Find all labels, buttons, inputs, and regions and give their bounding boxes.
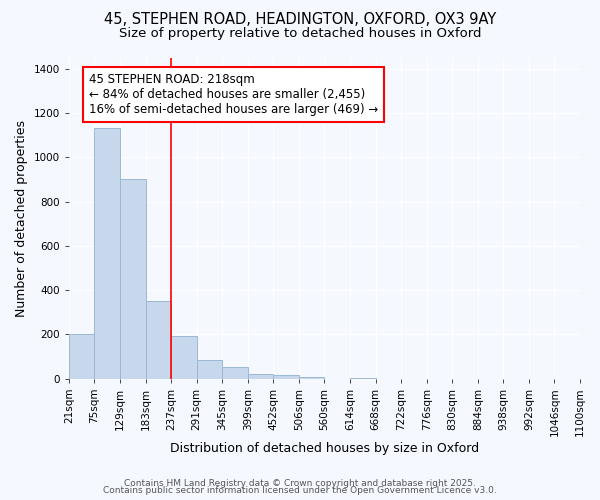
Text: 45, STEPHEN ROAD, HEADINGTON, OXFORD, OX3 9AY: 45, STEPHEN ROAD, HEADINGTON, OXFORD, OX… [104, 12, 496, 28]
Bar [69, 334, 94, 379]
Text: Contains public sector information licensed under the Open Government Licence v3: Contains public sector information licen… [103, 486, 497, 495]
Bar [248, 374, 273, 379]
Bar [197, 360, 222, 379]
Bar [146, 301, 171, 379]
Bar [120, 180, 146, 379]
Bar [350, 378, 376, 379]
Text: 45 STEPHEN ROAD: 218sqm
← 84% of detached houses are smaller (2,455)
16% of semi: 45 STEPHEN ROAD: 218sqm ← 84% of detache… [89, 73, 379, 116]
Bar [94, 128, 120, 379]
Bar [222, 366, 248, 379]
Bar [299, 376, 325, 379]
Bar [273, 376, 299, 379]
Text: Contains HM Land Registry data © Crown copyright and database right 2025.: Contains HM Land Registry data © Crown c… [124, 478, 476, 488]
X-axis label: Distribution of detached houses by size in Oxford: Distribution of detached houses by size … [170, 442, 479, 455]
Y-axis label: Number of detached properties: Number of detached properties [15, 120, 28, 316]
Text: Size of property relative to detached houses in Oxford: Size of property relative to detached ho… [119, 28, 481, 40]
Bar [171, 336, 197, 379]
